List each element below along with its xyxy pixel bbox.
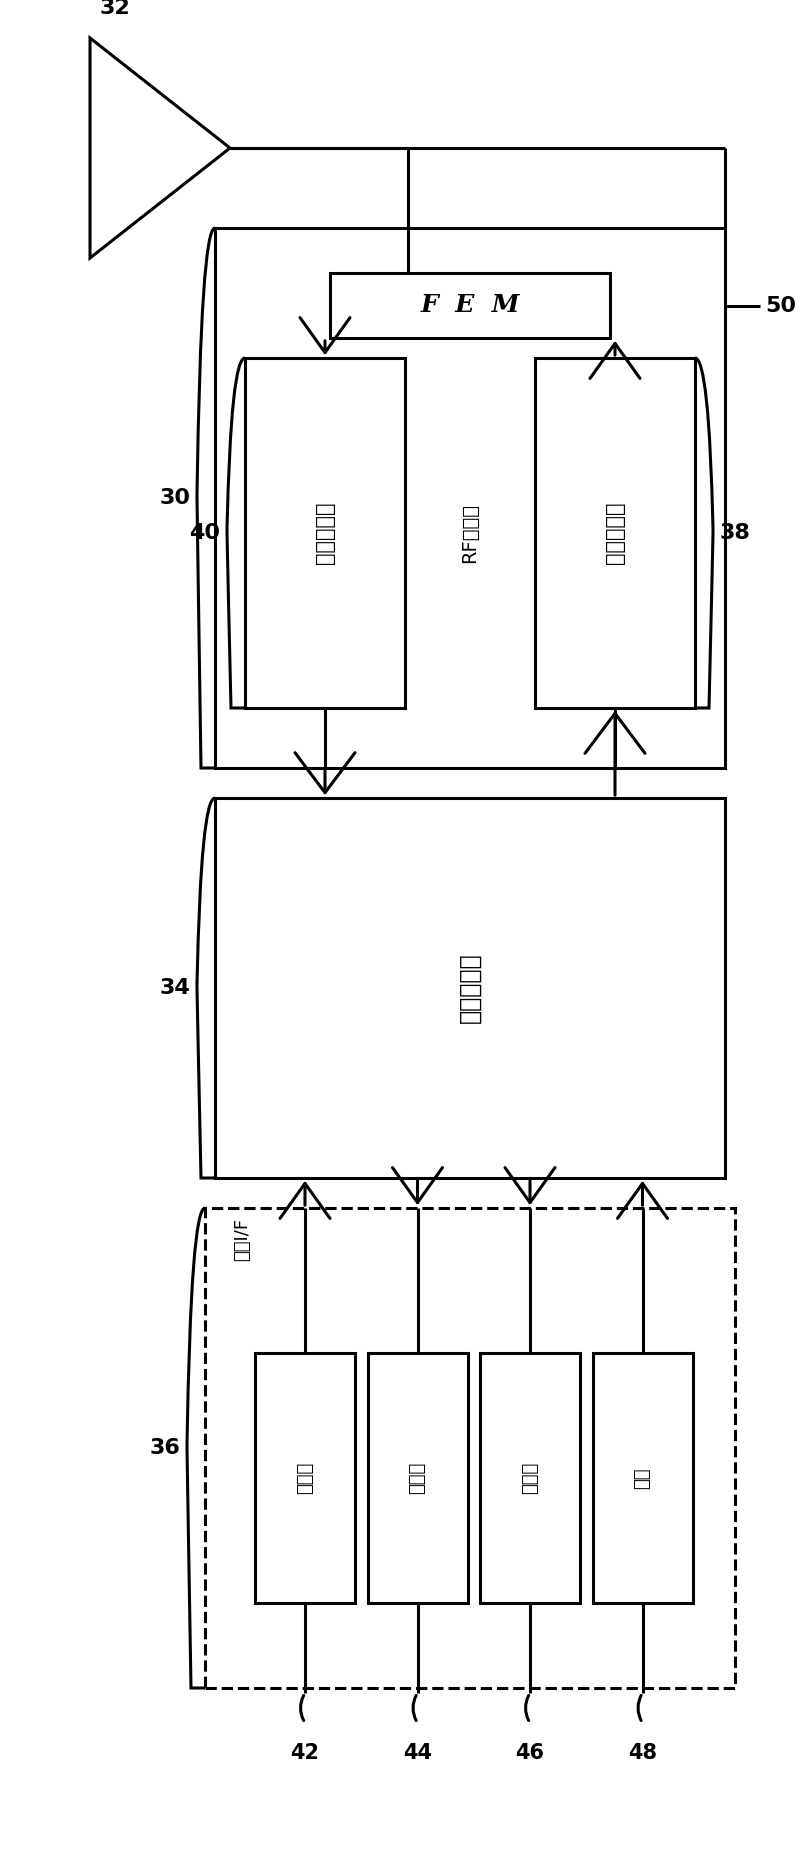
Bar: [215, 798, 725, 1179]
Text: 48: 48: [628, 1743, 657, 1763]
Text: 46: 46: [515, 1743, 545, 1763]
Text: 36: 36: [150, 1438, 181, 1459]
Text: 30: 30: [159, 488, 190, 508]
Text: 32: 32: [100, 0, 130, 19]
Text: 键盘: 键盘: [634, 1466, 651, 1489]
Text: 用户I/F: 用户I/F: [233, 1218, 251, 1261]
Bar: [480, 1352, 580, 1603]
Text: 发射机部分: 发射机部分: [605, 502, 625, 564]
Text: 44: 44: [403, 1743, 432, 1763]
Text: 显示器: 显示器: [521, 1463, 539, 1494]
Bar: [330, 273, 610, 338]
Bar: [255, 1352, 355, 1603]
Text: 50: 50: [765, 295, 796, 316]
Bar: [367, 1352, 467, 1603]
Text: RF子系统: RF子系统: [461, 502, 479, 562]
Text: 基带子系统: 基带子系统: [458, 953, 482, 1024]
Text: 34: 34: [160, 979, 190, 998]
Bar: [593, 1352, 693, 1603]
Bar: [215, 228, 725, 768]
Text: 40: 40: [190, 523, 221, 544]
Text: 接收机部分: 接收机部分: [315, 502, 335, 564]
Bar: [205, 1209, 735, 1689]
Bar: [245, 359, 405, 708]
Text: 42: 42: [290, 1743, 319, 1763]
Text: 38: 38: [719, 523, 750, 544]
Text: F  E  M: F E M: [420, 293, 520, 318]
Text: 麦克风: 麦克风: [296, 1463, 314, 1494]
Bar: [535, 359, 695, 708]
Text: 扬声器: 扬声器: [409, 1463, 426, 1494]
